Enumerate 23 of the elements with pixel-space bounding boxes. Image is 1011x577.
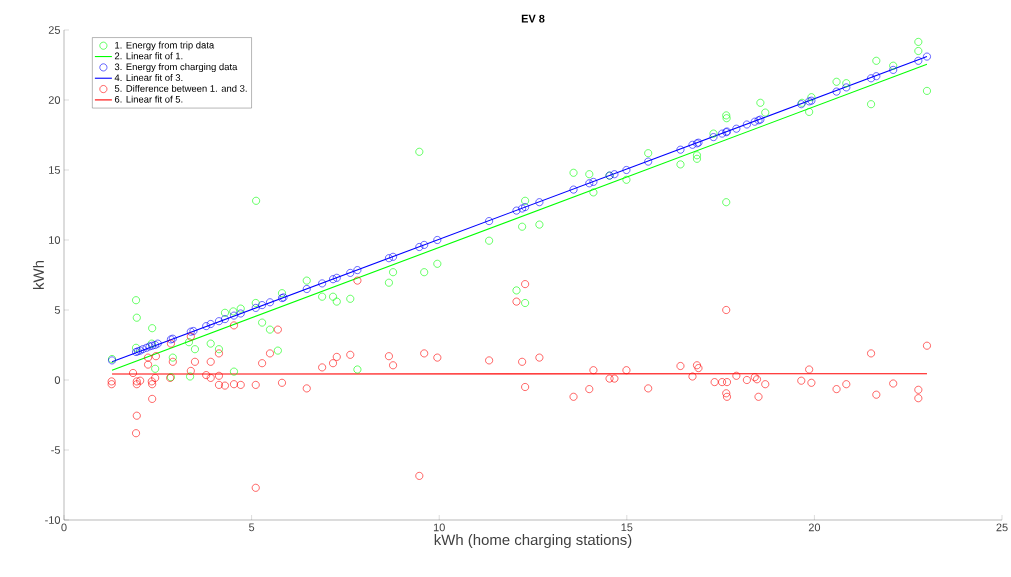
legend-label: 4. Linear fit of 3. bbox=[114, 74, 183, 81]
y-tick-label: 5 bbox=[54, 306, 61, 314]
legend-label: 1. Energy from trip data bbox=[115, 41, 215, 51]
x-tick-label: 25 bbox=[996, 523, 1008, 532]
y-tick-label: 15 bbox=[49, 166, 61, 174]
legend-label: 6. Linear fit of 5. bbox=[114, 95, 183, 103]
x-tick-label: 5 bbox=[248, 523, 255, 532]
x-axis-title: kWh (home charging stations) bbox=[434, 534, 632, 549]
x-tick-label: 0 bbox=[61, 523, 67, 532]
y-tick-label: 0 bbox=[54, 376, 61, 384]
y-tick-label: 20 bbox=[48, 96, 61, 104]
legend-label: 5. Difference between 1. and 3. bbox=[114, 84, 247, 92]
legend-label: 3. Energy from charging data bbox=[114, 63, 238, 73]
x-tick-label: 20 bbox=[808, 523, 821, 532]
x-tick-label: 10 bbox=[433, 523, 445, 532]
y-axis-title: kWh bbox=[32, 261, 44, 289]
legend-label: 2. Linear fit of 1. bbox=[114, 52, 183, 60]
chart-title: EV 8 bbox=[521, 14, 545, 23]
y-tick-label: -5 bbox=[51, 446, 61, 454]
y-tick-label: 25 bbox=[48, 26, 61, 34]
y-tick-label: -10 bbox=[45, 516, 61, 524]
y-tick-label: 10 bbox=[49, 236, 61, 244]
x-tick-label: 15 bbox=[621, 523, 633, 532]
